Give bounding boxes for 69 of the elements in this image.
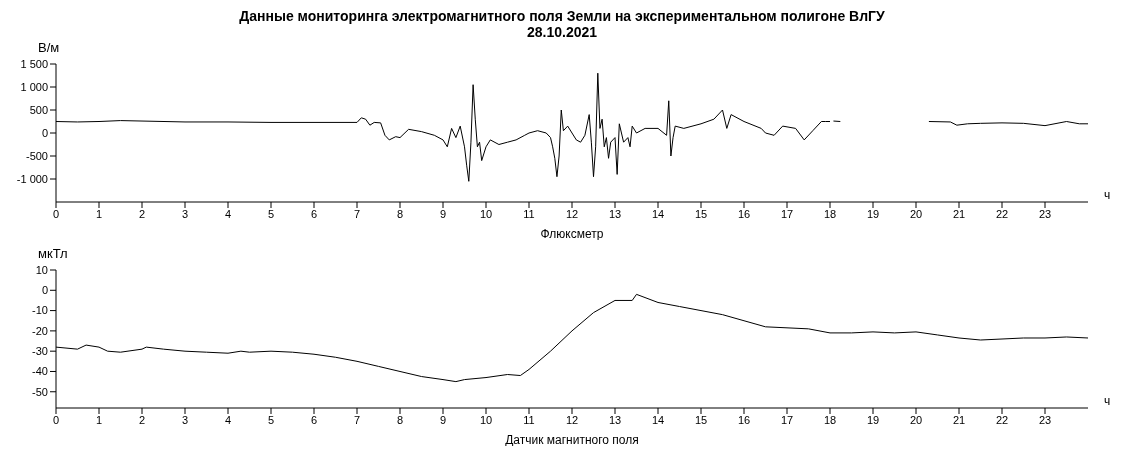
y-tick-label: -40 xyxy=(32,365,48,378)
x-tick-label: 3 xyxy=(181,413,189,426)
x-tick-label: 10 xyxy=(479,207,493,220)
x-tick-label: 5 xyxy=(267,207,275,220)
x-tick-label: 13 xyxy=(608,413,622,426)
x-tick-label: 12 xyxy=(565,413,579,426)
x-tick-label: 9 xyxy=(439,207,447,220)
x-tick-label: 6 xyxy=(310,207,318,220)
x-tick-label: 22 xyxy=(995,207,1009,220)
y-tick-label: -30 xyxy=(32,345,48,358)
x-tick-label: 23 xyxy=(1038,413,1052,426)
y-tick-label: 1 500 xyxy=(20,57,48,70)
x-tick-label: 18 xyxy=(823,207,837,220)
x-tick-label: 21 xyxy=(952,207,966,220)
y-tick-label: -1 000 xyxy=(16,172,48,185)
y-tick-label: 0 xyxy=(41,284,48,297)
x-tick-label: 8 xyxy=(396,207,404,220)
y-tick-label: -20 xyxy=(32,324,48,337)
x-tick-label: 21 xyxy=(952,413,966,426)
x-tick-label: 9 xyxy=(439,413,447,426)
x-tick-label: 17 xyxy=(780,413,794,426)
chart-subtitle: 28.10.2021 xyxy=(525,24,599,40)
x-tick-label: 3 xyxy=(181,207,189,220)
x-tick-label: 13 xyxy=(608,207,622,220)
x-tick-label: 22 xyxy=(995,413,1009,426)
x-tick-label: 7 xyxy=(353,413,361,426)
x-tick-label: 16 xyxy=(737,207,751,220)
x-tick-label: 4 xyxy=(224,413,232,426)
x-tick-label: 5 xyxy=(267,413,275,426)
x-tick-label: 8 xyxy=(396,413,404,426)
x-tick-label: 11 xyxy=(523,413,535,426)
y-tick-label: 1 000 xyxy=(20,80,48,93)
x-tick-label: 23 xyxy=(1038,207,1052,220)
y-tick-label: 0 xyxy=(41,126,48,139)
x-tick-label: 20 xyxy=(909,207,923,220)
x-tick-label: 11 xyxy=(523,207,535,220)
y-tick-label: -500 xyxy=(25,149,48,162)
y-tick-label: 500 xyxy=(29,103,48,116)
x-tick-label: 19 xyxy=(866,413,880,426)
y-axis-title: В/м xyxy=(38,40,60,55)
x-tick-label: 7 xyxy=(353,207,361,220)
x-tick-label: 15 xyxy=(694,207,708,220)
x-tick-label: 17 xyxy=(780,207,794,220)
x-tick-label: 2 xyxy=(138,207,146,220)
x-tick-label: 10 xyxy=(479,413,493,426)
x-tick-label: 14 xyxy=(651,207,665,220)
chart-title: Данные мониторинга электромагнитного поля Земли на экспериментальном полигоне ВлГУ xyxy=(238,8,886,24)
x-tick-label: 16 xyxy=(737,413,751,426)
x-tick-label: 2 xyxy=(138,413,146,426)
x-tick-label: 14 xyxy=(651,413,665,426)
x-tick-label: 15 xyxy=(694,413,708,426)
x-axis-title: Флюксметр xyxy=(540,227,604,241)
x-tick-label: 12 xyxy=(565,207,579,220)
text: ч xyxy=(1104,188,1111,202)
y-tick-label: 10 xyxy=(35,263,48,276)
y-tick-label: -50 xyxy=(32,385,48,398)
x-tick-label: 1 xyxy=(95,413,103,426)
x-tick-label: 6 xyxy=(310,413,318,426)
x-tick-label: 0 xyxy=(52,413,60,426)
x-tick-label: 20 xyxy=(909,413,923,426)
x-tick-label: 1 xyxy=(95,207,103,220)
x-tick-label: 4 xyxy=(224,207,232,220)
x-tick-label: 19 xyxy=(866,207,880,220)
x-tick-label: 0 xyxy=(52,207,60,220)
y-tick-label: -10 xyxy=(32,304,48,317)
text: ч xyxy=(1104,394,1111,408)
x-tick-label: 18 xyxy=(823,413,837,426)
x-axis-title: Датчик магнитного поля xyxy=(505,433,639,447)
y-axis-title: мкТл xyxy=(38,246,68,261)
